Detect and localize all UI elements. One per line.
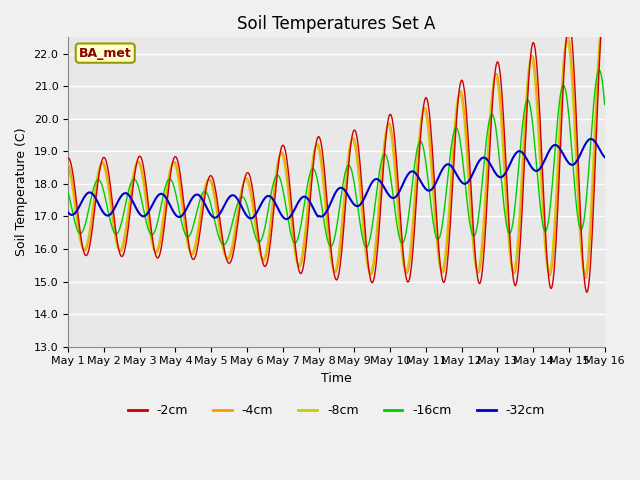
Legend: -2cm, -4cm, -8cm, -16cm, -32cm: -2cm, -4cm, -8cm, -16cm, -32cm — [123, 399, 550, 422]
X-axis label: Time: Time — [321, 372, 352, 385]
Text: BA_met: BA_met — [79, 47, 132, 60]
Title: Soil Temperatures Set A: Soil Temperatures Set A — [237, 15, 436, 33]
Y-axis label: Soil Temperature (C): Soil Temperature (C) — [15, 128, 28, 256]
